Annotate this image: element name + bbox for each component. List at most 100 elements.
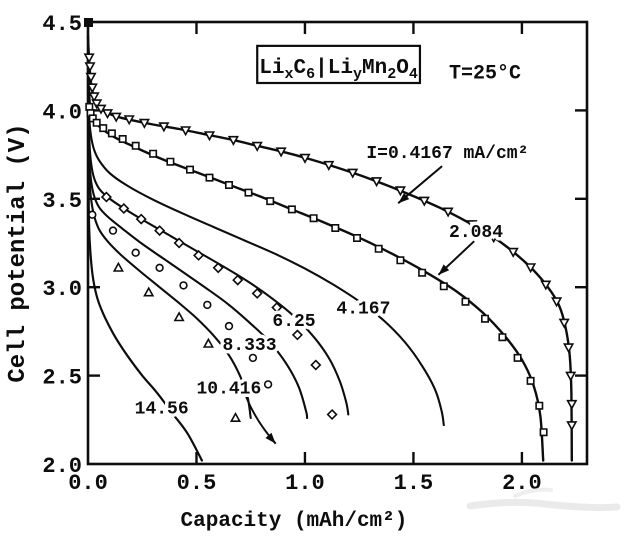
exp-marker-triangle-down-0.4167: [565, 371, 577, 382]
exp-marker-diamond-6.25: [232, 274, 244, 286]
formula-segment: Li: [259, 57, 284, 80]
axis-corner-blob: [84, 18, 93, 27]
exp-marker-triangle-down-0.4167: [371, 177, 383, 188]
formula-segment: 4: [409, 66, 418, 83]
label-6.25: 6.25: [272, 312, 315, 332]
model-curve-4.167: [86, 56, 445, 427]
exp-marker-triangle-down-0.4167: [525, 263, 537, 274]
y-tick-label: 2.0: [42, 454, 82, 479]
exp-marker-diamond-6.25: [100, 191, 112, 203]
exp-marker-triangle-down-0.4167: [563, 343, 575, 354]
exp-marker-circle-8.333: [108, 226, 118, 235]
x-tick-label: 0.0: [68, 471, 108, 496]
label-0.4167: I=0.4167 mA/cm²: [366, 144, 528, 164]
exp-marker-diamond-6.25: [135, 213, 147, 225]
exp-marker-circle-8.333: [224, 321, 234, 331]
exp-marker-diamond-6.25: [212, 262, 224, 274]
exp-marker-diamond-6.25: [310, 359, 322, 371]
exp-marker-square-2.084: [149, 149, 158, 158]
exp-marker-square-2.084: [353, 234, 361, 242]
exp-marker-circle-8.333: [203, 300, 212, 310]
exp-marker-square-2.084: [461, 297, 470, 306]
formula-segment: O: [396, 57, 409, 80]
exp-marker-diamond-6.25: [118, 202, 130, 215]
exp-marker-square-2.084: [418, 268, 427, 277]
label-2.084: 2.084: [449, 223, 503, 243]
exp-marker-square-2.084: [374, 244, 383, 253]
exp-marker-triangle-down-0.4167: [83, 53, 95, 64]
y-axis-title: Cell potential (V): [5, 123, 32, 382]
label-4.167: 4.167: [336, 300, 390, 320]
exp-marker-square-2.084: [131, 141, 140, 150]
exp-marker-triangle-down-0.4167: [86, 83, 98, 94]
exp-marker-diamond-6.25: [251, 287, 263, 299]
exp-marker-circle-8.333: [155, 263, 164, 272]
x-tick-label: 1.0: [285, 471, 325, 496]
exp-marker-square-2.084: [92, 118, 101, 127]
exp-marker-triangle-down-0.4167: [138, 118, 150, 129]
exp-marker-square-2.084: [539, 428, 548, 437]
exp-marker-square-2.084: [107, 129, 116, 138]
axes-frame: [86, 20, 589, 466]
exp-marker-triangle-down-0.4167: [88, 92, 100, 103]
exp-marker-square-2.084: [205, 173, 214, 182]
exp-marker-diamond-6.25: [271, 301, 283, 314]
label-2.084-arrow-head: [438, 264, 450, 275]
exp-marker-triangle-down-0.4167: [394, 186, 406, 197]
exp-marker-triangle-down-0.4167: [466, 220, 478, 231]
exp-marker-triangle-down-0.4167: [158, 122, 170, 133]
exp-marker-triangle-down-0.4167: [85, 72, 97, 83]
y-tick-label: 4.5: [42, 12, 82, 37]
exp-marker-triangle-down-0.4167: [540, 280, 552, 291]
label-0.4167-arrow-head: [398, 193, 410, 204]
x-tick-label: 0.5: [177, 471, 217, 496]
exp-marker-triangle-down-0.4167: [203, 131, 216, 142]
exp-marker-diamond-6.25: [291, 329, 303, 341]
x-axis-title: Capacity (mAh/cm²): [181, 510, 408, 533]
formula-segment: 6: [306, 66, 315, 83]
watermark-remnant: [513, 487, 553, 498]
exp-marker-circle-8.333: [179, 281, 188, 290]
exp-marker-circle-8.333: [248, 353, 258, 363]
y-tick-label: 3.0: [42, 277, 82, 302]
exp-marker-square-2.084: [99, 124, 108, 133]
exp-marker-square-2.084: [481, 314, 489, 323]
exp-marker-triangle-down-0.4167: [551, 297, 563, 308]
exp-marker-square-2.084: [439, 282, 448, 291]
exp-marker-triangle-down-0.4167: [323, 160, 335, 171]
exp-marker-square-2.084: [396, 256, 405, 265]
exp-marker-circle-8.333: [263, 380, 273, 389]
exp-marker-triangle-down-0.4167: [418, 196, 430, 207]
exp-marker-square-2.084: [225, 181, 233, 189]
exp-marker-square-2.084: [498, 333, 507, 342]
model-curve-8.333: [86, 63, 309, 420]
model-curve-14.56: [86, 77, 203, 462]
exp-marker-circle-8.333: [131, 248, 140, 257]
exp-marker-square-2.084: [309, 214, 318, 223]
exp-marker-triangle-down-0.4167: [101, 109, 114, 120]
exp-marker-square-2.084: [287, 205, 296, 214]
exp-marker-square-2.084: [331, 224, 340, 232]
exp-marker-diamond-6.25: [193, 249, 205, 261]
exp-marker-square-2.084: [186, 165, 194, 174]
y-tick-label: 2.5: [42, 366, 82, 391]
exp-marker-triangle-up-10.416: [202, 337, 214, 348]
exp-marker-triangle-down-0.4167: [180, 126, 192, 137]
exp-marker-triangle-down-0.4167: [488, 233, 500, 244]
exp-marker-triangle-down-0.4167: [442, 207, 454, 218]
cell-formula-box: [256, 44, 422, 85]
label-10.416-arrow-head: [265, 432, 276, 444]
model-curve-10.416: [86, 66, 252, 420]
cell-formula: LixC6|LiyMn2O4: [259, 57, 418, 83]
y-tick-label: 4.0: [42, 100, 82, 125]
exp-marker-triangle-up-10.416: [173, 311, 185, 322]
exp-marker-triangle-up-10.416: [229, 411, 242, 422]
label-10.416: 10.416: [196, 379, 261, 399]
formula-segment: 2: [387, 66, 396, 83]
exp-marker-triangle-down-0.4167: [299, 153, 311, 164]
temperature-label: T=25°C: [449, 63, 521, 86]
exp-marker-triangle-down-0.4167: [566, 421, 578, 432]
exp-marker-square-2.084: [266, 197, 275, 206]
exp-marker-square-2.084: [118, 135, 127, 143]
